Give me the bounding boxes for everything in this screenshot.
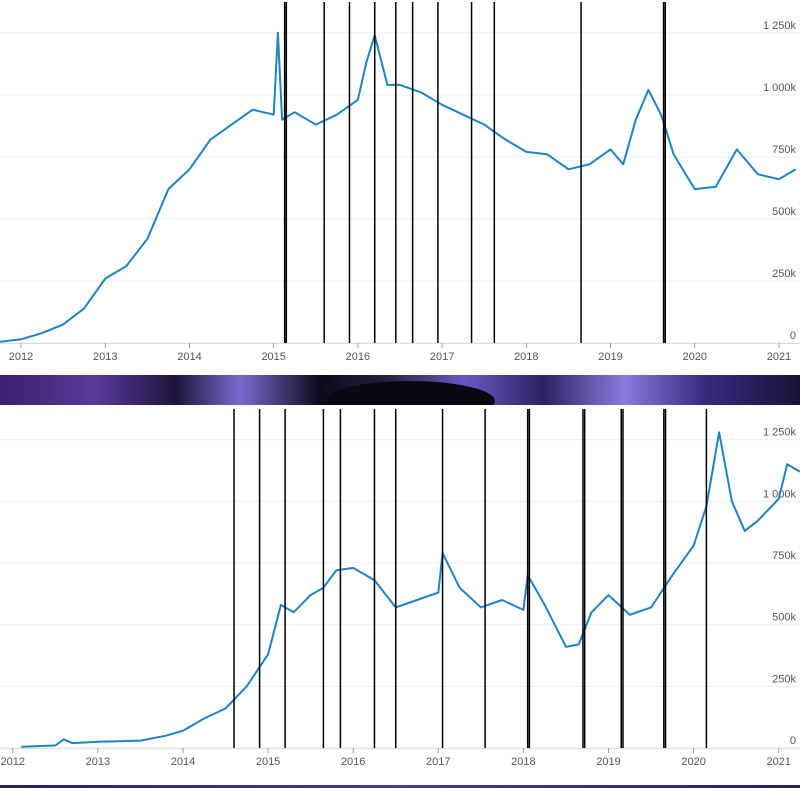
bottom-x-tick-label: 2018 [511,756,535,768]
bottom-y-tick-label: 250k [772,673,796,685]
top-chart-panel: 0 250k 500k 750k 1 000k 1 250k 2012 2013 2014 201… [0,0,800,375]
top-x-tick-label: 2013 [93,351,117,363]
top-y-tick-label: 1 250k [763,20,797,32]
bottom-x-tick-label: 2012 [1,756,25,768]
bottom-x-tick-label: 2021 [766,756,790,768]
bottom-series-line [21,431,800,748]
top-y-tick-label: 0 [790,330,796,342]
bottom-x-tick-label: 2016 [341,756,365,768]
bottom-y-tick-label: 0 [790,735,796,747]
bottom-x-tick-label: 2014 [171,756,195,768]
top-x-tick-label: 2012 [9,351,33,363]
bottom-y-tick-label: 750k [772,550,796,562]
bottom-chart-panel: 0 250k 500k 750k 1 000k 1 250k 2012 2013 2014 201… [0,405,800,788]
bottom-x-tick-label: 2015 [256,756,280,768]
top-x-tick-label: 2019 [598,351,622,363]
top-x-tick-label: 2017 [430,351,454,363]
top-line-chart: 0 250k 500k 750k 1 000k 1 250k 2012 2013 2014 201… [0,2,800,363]
top-x-tick-label: 2015 [261,351,285,363]
top-x-tick-label: 2020 [682,351,706,363]
bottom-x-tick-label: 2013 [86,756,110,768]
bottom-y-tick-label: 500k [772,612,796,624]
photo-strip [0,375,800,421]
top-x-tick-label: 2018 [514,351,538,363]
top-x-tick-label: 2014 [177,351,201,363]
top-x-tick-label: 2016 [346,351,370,363]
top-series-line [0,31,797,343]
top-x-tick-label: 2021 [767,351,791,363]
top-y-tick-label: 1 000k [763,82,797,94]
bottom-x-tick-label: 2017 [426,756,450,768]
bottom-x-tick-label: 2019 [596,756,620,768]
bottom-y-tick-label: 1 250k [763,427,797,439]
top-y-tick-label: 250k [772,268,796,280]
top-y-tick-label: 500k [772,206,796,218]
bottom-x-tick-label: 2020 [681,756,705,768]
top-y-tick-label: 750k [772,144,796,156]
